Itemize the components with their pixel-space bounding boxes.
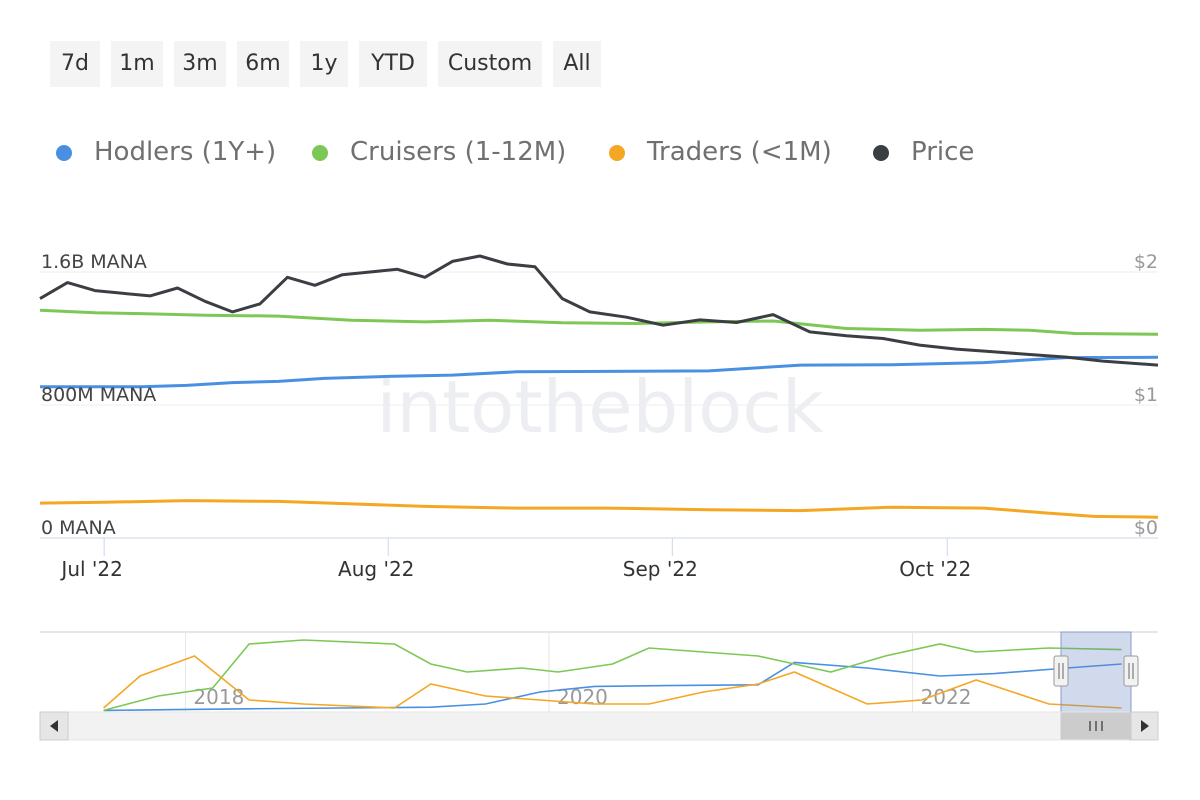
x-axis-tick-label: Oct '22	[899, 557, 971, 581]
navigator-line-traders	[103, 655, 1122, 709]
navigator-line-cruisers	[103, 639, 1122, 712]
navigator-tick-label: 2018	[193, 685, 244, 709]
legend-label-traders: Traders (<1M)	[647, 137, 832, 167]
range-6m-button[interactable]: 6m	[237, 41, 289, 87]
range-3m-button[interactable]: 3m	[174, 41, 226, 87]
navigator-right-handle[interactable]	[1123, 655, 1139, 687]
left-axis-tick-label: 800M MANA	[41, 384, 156, 406]
arrow-right-icon	[1141, 720, 1149, 732]
scrollbar-track[interactable]	[39, 711, 1159, 741]
legend-label-cruisers: Cruisers (1-12M)	[350, 137, 567, 167]
series-line-cruisers	[39, 308, 1159, 336]
cruisers-dot-icon	[312, 145, 328, 161]
traders-dot-icon	[609, 145, 625, 161]
legend-label-price: Price	[911, 137, 975, 167]
x-axis-tick-label: Sep '22	[623, 557, 698, 581]
left-axis-tick-label: 0 MANA	[41, 517, 116, 539]
legend-label-hodlers: Hodlers (1Y+)	[94, 137, 277, 167]
navigator-line-hodlers	[103, 661, 1122, 712]
navigator-left-handle[interactable]	[1053, 655, 1069, 687]
range-1y-button[interactable]: 1y	[300, 41, 348, 87]
left-axis-tick-label: 1.6B MANA	[41, 251, 147, 273]
range-1m-button[interactable]: 1m	[111, 41, 163, 87]
x-axis-tick-label: Jul '22	[59, 557, 122, 581]
series-line-hodlers	[40, 355, 1159, 389]
watermark-text: intotheblock	[376, 365, 823, 449]
navigator-selection[interactable]	[1060, 631, 1132, 713]
right-axis-tick-label: $2	[1134, 251, 1158, 273]
range-ytd-button[interactable]: YTD	[359, 41, 427, 87]
series-line-traders	[39, 499, 1159, 519]
price-dot-icon	[873, 145, 889, 161]
arrow-left-icon	[50, 720, 58, 732]
series-line-price	[39, 254, 1159, 367]
right-axis-tick-label: $0	[1134, 517, 1158, 539]
right-axis-tick-label: $1	[1134, 384, 1158, 406]
range-7d-button[interactable]: 7d	[50, 41, 100, 87]
hodlers-dot-icon	[56, 145, 72, 161]
x-axis-tick-label: Aug '22	[338, 557, 414, 581]
navigator-tick-label: 2020	[557, 685, 608, 709]
range-custom-button[interactable]: Custom	[438, 41, 542, 87]
range-all-button[interactable]: All	[553, 41, 601, 87]
